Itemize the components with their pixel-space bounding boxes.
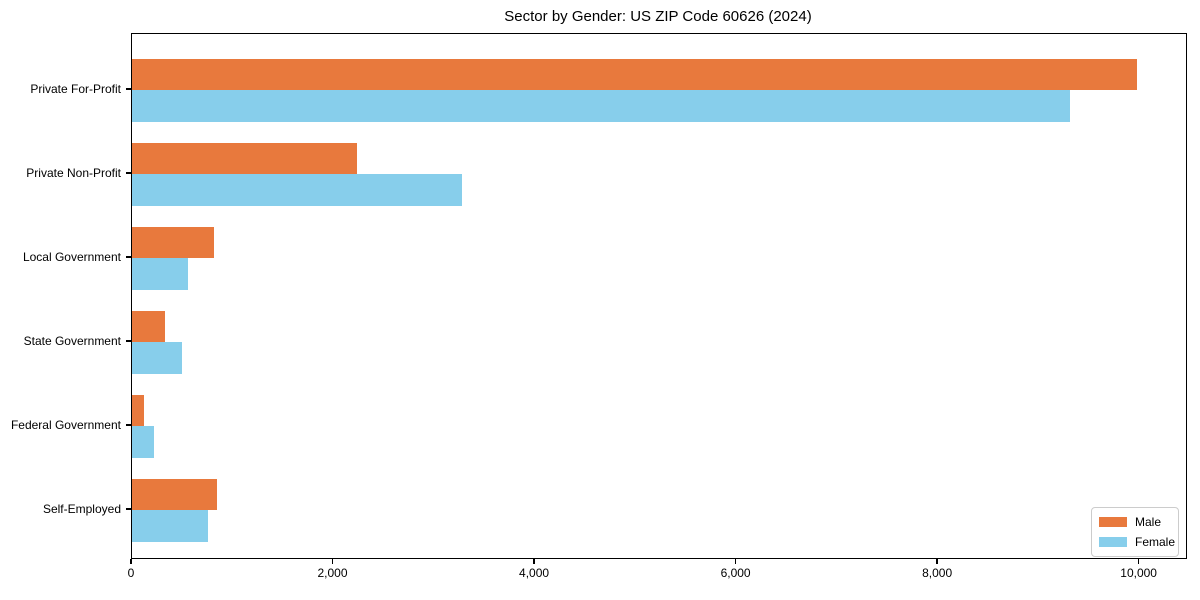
- legend-item-female: Female: [1099, 534, 1175, 550]
- x-tick-label: 0: [127, 566, 135, 580]
- x-tick-mark: [533, 558, 535, 564]
- y-tick-mark: [126, 256, 131, 258]
- chart-title: Sector by Gender: US ZIP Code 60626 (202…: [504, 8, 812, 25]
- female-bar: [132, 258, 189, 290]
- female-bar: [132, 510, 208, 542]
- y-tick-mark: [126, 340, 131, 342]
- x-tick-mark: [331, 558, 334, 564]
- female-bar: [132, 342, 183, 374]
- y-tick-label: Private Non-Profit: [26, 166, 121, 180]
- male-color-swatch: [1099, 517, 1127, 527]
- legend-item-male: Male: [1099, 514, 1170, 530]
- y-tick-label: Local Government: [22, 250, 121, 264]
- x-tick-label: 8,000: [922, 566, 953, 580]
- male-bar: [132, 478, 217, 510]
- y-tick-label: Federal Government: [10, 418, 121, 432]
- y-tick-mark: [126, 424, 131, 426]
- female-bar: [132, 174, 462, 206]
- plot-area: [131, 33, 1187, 559]
- male-bar: [132, 142, 357, 174]
- x-tick-mark: [936, 558, 938, 564]
- y-tick-label: Self-Employed: [42, 502, 121, 516]
- x-tick-mark: [130, 558, 132, 564]
- y-tick-label: State Government: [23, 334, 121, 348]
- male-bar: [132, 58, 1137, 90]
- x-tick-mark: [734, 558, 737, 564]
- female-bar: [132, 426, 155, 458]
- female-bar: [132, 90, 1071, 122]
- x-tick-label: 10,000: [1120, 566, 1157, 580]
- y-tick-label: Private For-Profit: [30, 82, 121, 96]
- male-bar: [132, 226, 214, 258]
- male-bar: [132, 310, 166, 342]
- x-tick-mark: [1137, 558, 1140, 564]
- male-bar: [132, 394, 145, 426]
- female-color-swatch: [1099, 537, 1127, 547]
- legend-label-male: Male: [1135, 515, 1162, 529]
- legend-label-female: Female: [1135, 535, 1176, 549]
- y-tick-mark: [126, 508, 131, 510]
- x-tick-label: 2,000: [317, 566, 348, 580]
- y-tick-mark: [126, 88, 131, 90]
- y-tick-mark: [126, 172, 131, 174]
- x-tick-label: 4,000: [519, 566, 550, 580]
- legend: Male Female: [1091, 507, 1179, 557]
- x-tick-label: 6,000: [720, 566, 751, 580]
